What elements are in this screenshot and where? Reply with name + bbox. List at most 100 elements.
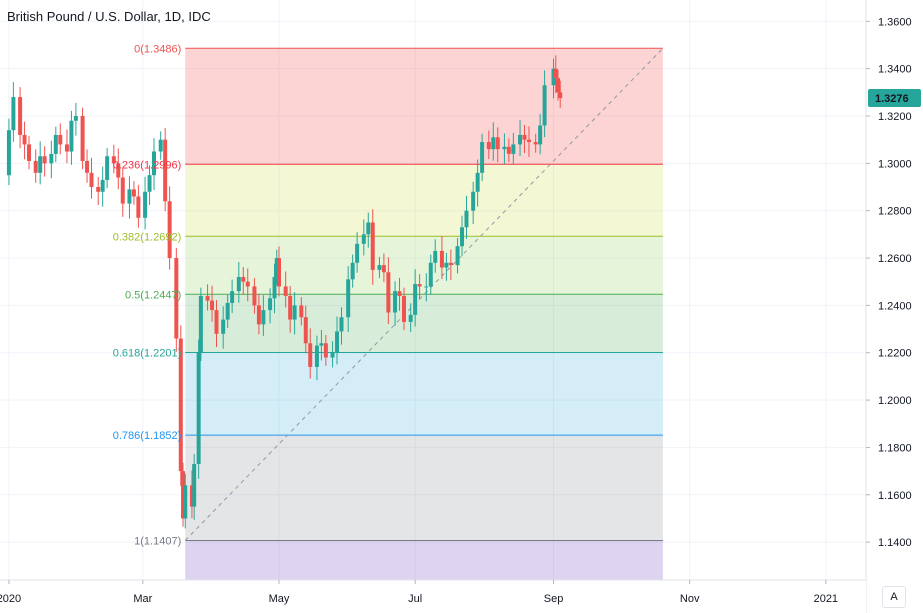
candle-body — [192, 464, 197, 507]
candle-body — [330, 352, 335, 358]
candle-body — [339, 317, 344, 332]
price-tick-label: 1.2600 — [878, 253, 912, 265]
candle-body — [178, 338, 183, 472]
candle-body — [355, 243, 360, 263]
time-tick-label: Jul — [408, 593, 422, 605]
candle-body — [335, 331, 340, 353]
candle-body — [486, 142, 491, 150]
candle-body — [283, 286, 288, 296]
fib-trend-line[interactable] — [184, 47, 664, 541]
price-tick-label: 1.1800 — [878, 442, 912, 454]
candle-body — [89, 172, 94, 188]
time-tick-label: 2021 — [814, 593, 838, 605]
fib-level-label-0.5: 0.5(1.2447) — [125, 289, 181, 301]
candle-body — [100, 179, 105, 192]
candle-body — [49, 153, 54, 164]
price-tick-label: 1.3600 — [878, 16, 912, 28]
candle-body — [366, 222, 371, 235]
fib-level-label-0.382: 0.382(1.2692) — [113, 231, 182, 243]
candle-body — [214, 310, 219, 334]
candle-body — [230, 291, 235, 304]
candle-body — [533, 142, 538, 145]
candle-body — [18, 97, 23, 135]
candle-body — [196, 352, 201, 464]
candle-body — [252, 286, 257, 306]
candle-body — [221, 319, 226, 334]
candle-body — [377, 265, 382, 270]
price-tick-label: 1.2200 — [878, 348, 912, 360]
price-tick-label: 1.3000 — [878, 158, 912, 170]
fib-zone-0.382 — [185, 236, 663, 295]
time-axis-pane[interactable] — [0, 580, 866, 613]
candle-body — [152, 151, 157, 176]
candle-body — [261, 310, 266, 325]
candle-body — [105, 156, 110, 180]
candle-body — [495, 137, 500, 150]
candle-body — [245, 281, 250, 287]
fib-zone-0.618 — [185, 352, 663, 436]
candle-body — [346, 279, 351, 318]
candle-body — [268, 298, 273, 311]
candle-body — [299, 305, 304, 318]
candle-body — [292, 305, 297, 320]
fib-zone-0 — [185, 48, 663, 165]
candle-body — [158, 139, 163, 152]
candle-body — [143, 191, 148, 218]
candle-body — [424, 286, 429, 288]
candle-body — [350, 262, 355, 280]
candle-body — [11, 97, 16, 131]
candle-body — [319, 343, 324, 346]
candle-body — [236, 276, 241, 292]
candle-body — [522, 134, 527, 140]
fib-level-label-0.618: 0.618(1.2201) — [113, 347, 182, 359]
candle-body — [314, 345, 319, 367]
candle-body — [276, 258, 281, 287]
time-tick-label: 2020 — [0, 593, 21, 605]
candle-body — [136, 196, 141, 218]
candle-body — [163, 139, 168, 202]
fib-level-label-0.786: 0.786(1.1852) — [113, 430, 182, 442]
candle-body — [471, 191, 476, 211]
candle-body — [448, 262, 453, 266]
fib-level-label-0: 0(1.3486) — [134, 43, 181, 55]
candle-body — [323, 343, 328, 358]
candle-body — [401, 295, 406, 322]
candle-body — [120, 177, 125, 204]
candle-body — [551, 68, 556, 86]
candle-body — [413, 284, 418, 315]
price-tick-label: 1.2400 — [878, 300, 912, 312]
candle-body — [96, 187, 101, 192]
time-tick-label: Nov — [680, 593, 700, 605]
price-tick-label: 1.2000 — [878, 395, 912, 407]
candle-body — [439, 250, 444, 268]
candle-body — [428, 262, 433, 287]
time-tick-label: May — [269, 593, 290, 605]
candle-body — [542, 85, 547, 126]
candle-body — [491, 137, 496, 150]
auto-scale-button[interactable]: A — [882, 586, 906, 608]
candle-body — [464, 210, 469, 228]
candle-body — [272, 276, 277, 299]
candle-body — [511, 144, 516, 154]
candle-body — [433, 250, 438, 263]
time-tick-label: Sep — [544, 593, 564, 605]
candle-body — [475, 172, 480, 192]
candle-body — [506, 146, 511, 154]
candle-body — [480, 142, 485, 173]
current-price-label: 1.3276 — [875, 93, 909, 105]
chart-title: British Pound / U.S. Dollar, 1D, IDC — [7, 9, 211, 24]
candle-body — [288, 295, 293, 320]
candle-body — [58, 134, 63, 145]
candle-body — [397, 291, 402, 296]
price-tick-label: 1.3200 — [878, 111, 912, 123]
candle-body — [444, 262, 449, 268]
candle-body — [127, 189, 132, 204]
candle-body — [116, 163, 121, 178]
candle-body — [181, 471, 186, 519]
candle-body — [38, 156, 43, 173]
candle-body — [553, 68, 558, 79]
candle-body — [225, 303, 230, 320]
candle-body — [417, 284, 422, 287]
